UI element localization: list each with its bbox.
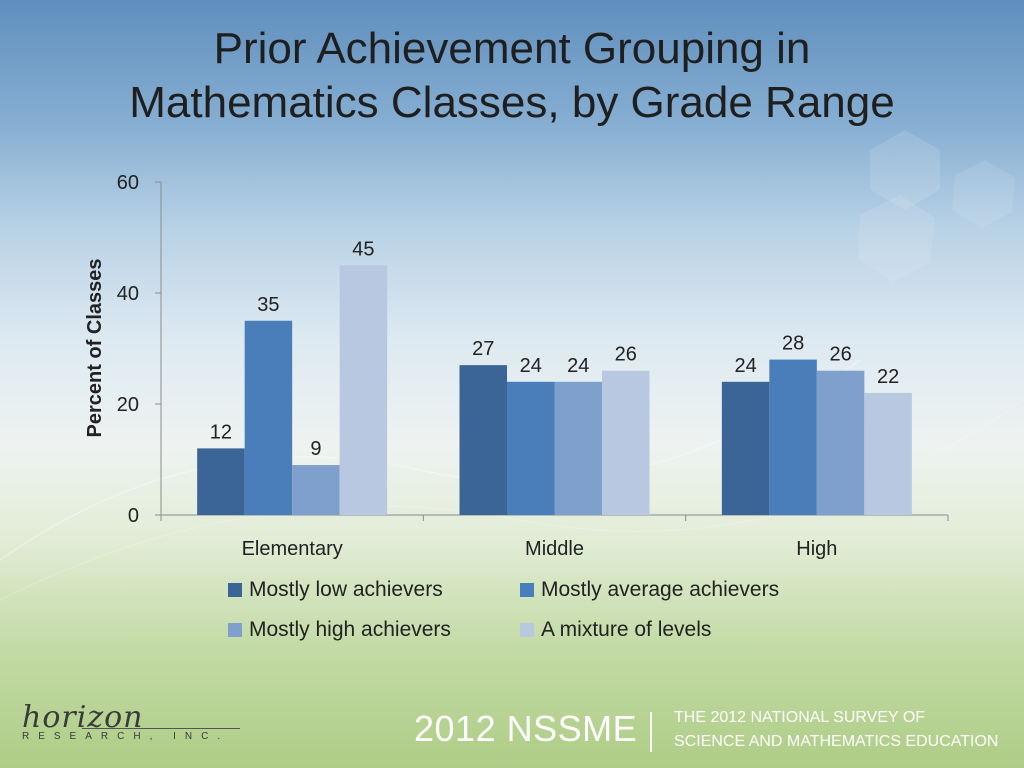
data-label: 26 (829, 344, 851, 366)
bar (244, 320, 293, 515)
data-label: 24 (567, 355, 589, 377)
survey-line-2: SCIENCE AND MATHEMATICS EDUCATION (674, 733, 999, 750)
y-axis-title: Percent of Classes (84, 259, 106, 438)
legend-swatch (520, 583, 534, 597)
bar (864, 392, 912, 515)
data-label: 24 (734, 355, 756, 377)
nssme-label: 2012 NSSME (414, 708, 638, 749)
data-label: 26 (615, 344, 637, 366)
title-line-2: Mathematics Classes, by Grade Range (129, 78, 895, 127)
legend-swatch (228, 623, 242, 637)
legend-label: Mostly high achievers (249, 618, 451, 641)
logo-subtitle: RESEARCH, INC. (22, 731, 230, 742)
y-tick-label: 60 (117, 172, 139, 194)
bar (602, 370, 650, 515)
legend-label: Mostly average achievers (541, 578, 780, 601)
curve-decoration (0, 359, 861, 561)
hexagon-decoration (858, 195, 935, 282)
bar (769, 359, 817, 515)
data-label: 24 (520, 355, 542, 377)
legend-item: Mostly low achievers (228, 578, 443, 602)
data-label: 45 (352, 238, 374, 260)
bar (197, 448, 245, 515)
x-tick-label: Elementary (242, 538, 343, 560)
y-tick-label: 20 (117, 394, 139, 416)
legend-swatch (520, 623, 534, 637)
x-tick-label: Middle (525, 538, 584, 560)
logo-script-text: horizon (22, 700, 144, 735)
page-title: Prior Achievement Grouping in Mathematic… (0, 22, 1024, 130)
footer-divider (650, 712, 652, 752)
bar (292, 465, 340, 515)
legend-item: Mostly high achievers (228, 618, 451, 642)
data-label: 12 (210, 421, 232, 443)
legend-label: Mostly low achievers (249, 578, 443, 601)
survey-line-1: THE 2012 NATIONAL SURVEY OF (674, 709, 926, 726)
horizon-research-logo: horizon RESEARCH, INC. (22, 700, 240, 742)
bar (339, 265, 388, 515)
bar (507, 381, 555, 515)
y-tick-label: 40 (117, 283, 139, 305)
y-tick-label: 0 (128, 505, 139, 527)
legend-item: A mixture of levels (520, 618, 711, 642)
bar (554, 381, 602, 515)
bar (721, 381, 770, 515)
bar (816, 370, 865, 515)
legend-swatch (228, 583, 242, 597)
data-label: 35 (257, 294, 279, 316)
data-label: 9 (310, 438, 321, 460)
bar (459, 365, 507, 515)
hexagon-decoration (870, 130, 940, 210)
data-label: 27 (472, 338, 494, 360)
legend-label: A mixture of levels (541, 618, 712, 641)
survey-name: THE 2012 NATIONAL SURVEY OF SCIENCE AND … (674, 706, 998, 754)
data-label: 28 (782, 333, 804, 355)
title-line-1: Prior Achievement Grouping in (213, 24, 811, 73)
logo-underline (82, 728, 240, 729)
data-label: 22 (877, 366, 899, 388)
hexagon-decoration (952, 160, 1015, 228)
legend-item: Mostly average achievers (520, 578, 779, 602)
x-tick-label: High (796, 538, 837, 560)
